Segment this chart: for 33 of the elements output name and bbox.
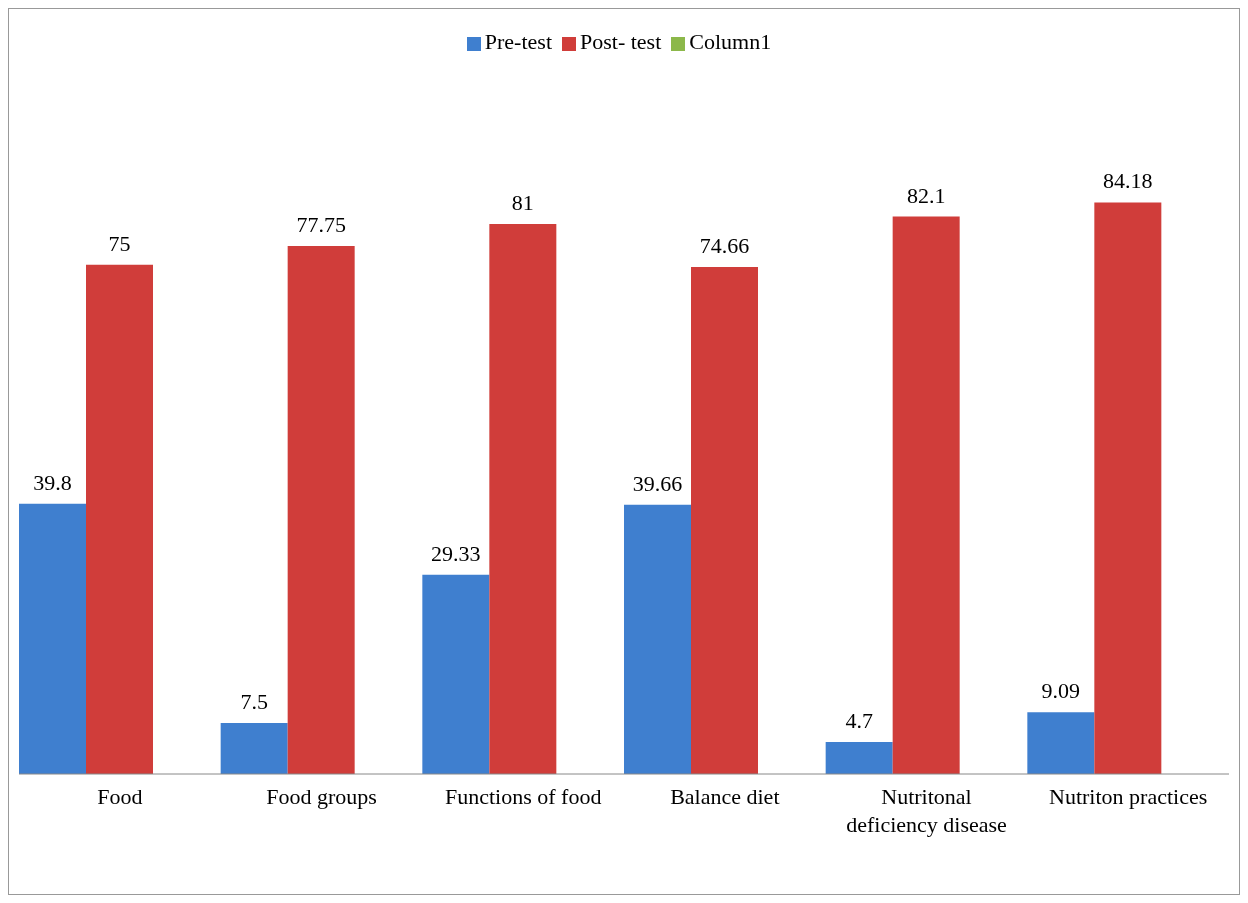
- data-label: 84.18: [1103, 168, 1153, 194]
- data-label: 39.8: [33, 469, 72, 495]
- data-label: 39.66: [632, 470, 683, 496]
- x-tick-label: Balance diet: [670, 784, 780, 809]
- x-tick-label: Nutriton practices: [1049, 784, 1208, 809]
- bar: [1094, 202, 1162, 774]
- bar: [1027, 712, 1095, 774]
- legend-label: Post- test: [580, 29, 662, 54]
- data-label: 82.1: [906, 182, 946, 208]
- bar: [19, 503, 86, 774]
- bar: [220, 723, 288, 774]
- data-label: 75: [108, 230, 131, 256]
- legend-label: Column1: [689, 29, 772, 54]
- data-label: 77.75: [296, 212, 346, 238]
- bar: [691, 267, 758, 774]
- data-label: 4.7: [845, 708, 873, 734]
- x-tick-label: Nutritonal deficiency disease: [846, 784, 1007, 837]
- x-tick-label: Food groups: [266, 784, 377, 809]
- data-label: 9.09: [1041, 678, 1081, 704]
- data-label: 29.33: [431, 540, 481, 566]
- bar: [86, 264, 153, 774]
- bar: [624, 504, 691, 774]
- x-tick-label: Food: [97, 784, 143, 809]
- bar: [892, 216, 960, 774]
- bar: [825, 742, 893, 774]
- data-label: 74.66: [699, 233, 750, 259]
- legend-label: Pre-test: [484, 29, 552, 54]
- data-label: 7.5: [240, 689, 268, 715]
- bar: [489, 224, 557, 774]
- bar: [422, 574, 490, 774]
- bar: [287, 246, 355, 774]
- data-label: 81: [511, 190, 534, 216]
- x-tick-label: Functions of food: [444, 784, 602, 809]
